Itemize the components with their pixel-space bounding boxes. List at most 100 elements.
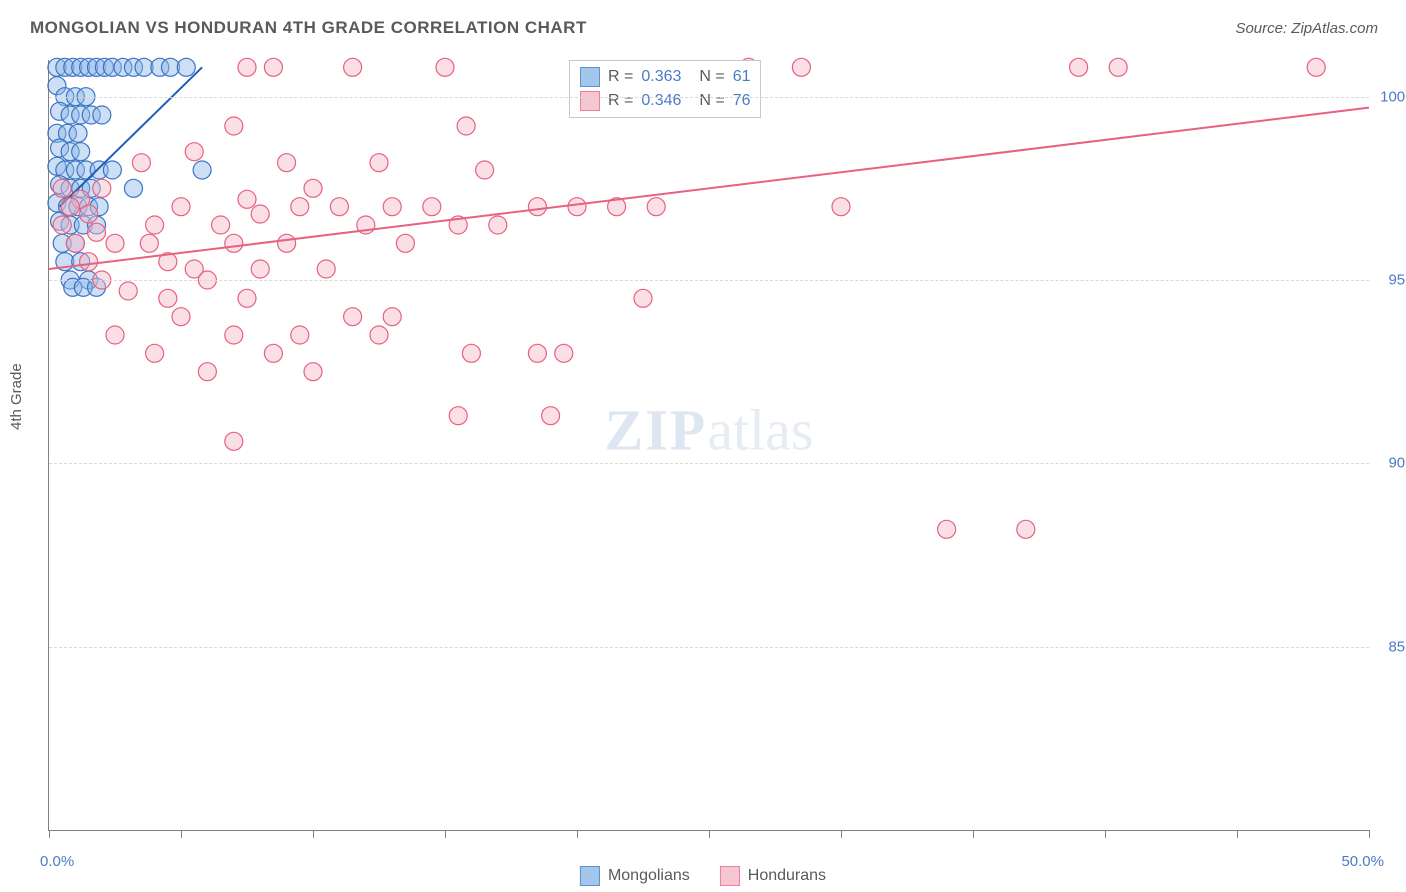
data-point [159,289,177,307]
trend-line [49,108,1369,269]
plot-area: R =0.363N =61R =0.346N =76 ZIPatlas 85.0… [48,60,1369,831]
data-point [251,205,269,223]
data-point [264,344,282,362]
legend-n-label: N = [699,68,724,86]
x-tick [181,830,182,838]
x-axis-max-label: 50.0% [1341,853,1384,870]
gridline [49,280,1369,281]
y-tick-label: 85.0% [1376,638,1406,655]
legend-swatch [580,67,600,87]
y-tick-label: 90.0% [1376,455,1406,472]
gridline [49,463,1369,464]
data-point [383,308,401,326]
data-point [542,407,560,425]
data-point [489,216,507,234]
data-point [396,234,414,252]
data-point [53,179,71,197]
legend-n-label: N = [699,92,724,110]
x-tick [49,830,50,838]
data-point [88,223,106,241]
stats-legend: R =0.363N =61R =0.346N =76 [569,60,761,118]
legend-swatch [580,866,600,886]
data-point [251,260,269,278]
data-point [93,179,111,197]
legend-r-label: R = [608,92,633,110]
data-point [177,58,195,76]
x-tick [1237,830,1238,838]
x-tick [841,830,842,838]
x-tick [577,830,578,838]
legend-row: R = 0.346 N = 76 [580,89,750,113]
data-point [344,58,362,76]
data-point [304,363,322,381]
data-point [634,289,652,307]
data-point [1109,58,1127,76]
legend-n-value: 61 [733,68,751,86]
data-point [66,234,84,252]
data-point [264,58,282,76]
bottom-legend: Mongolians Hondurans [580,866,826,886]
bottom-legend-item: Hondurans [720,866,826,886]
data-point [72,143,90,161]
data-point [61,198,79,216]
data-point [528,198,546,216]
x-tick [1105,830,1106,838]
gridline [49,647,1369,648]
data-point [140,234,158,252]
legend-swatch [720,866,740,886]
data-point [80,205,98,223]
data-point [93,106,111,124]
data-point [278,234,296,252]
chart-title: MONGOLIAN VS HONDURAN 4TH GRADE CORRELAT… [30,18,587,38]
y-tick-label: 100.0% [1376,88,1406,105]
data-point [291,326,309,344]
x-tick [973,830,974,838]
x-tick [709,830,710,838]
data-point [1017,520,1035,538]
legend-r-value: 0.346 [641,92,691,110]
x-tick [1369,830,1370,838]
data-point [225,117,243,135]
data-point [146,216,164,234]
legend-series-label: Mongolians [608,867,690,885]
data-point [344,308,362,326]
data-point [212,216,230,234]
data-point [476,161,494,179]
y-axis-label: 4th Grade [8,363,25,430]
data-point [1307,58,1325,76]
gridline [49,97,1369,98]
data-point [832,198,850,216]
legend-row: R =0.363N =61 [580,65,750,89]
legend-n-value: 76 [733,92,751,110]
data-point [193,161,211,179]
data-point [462,344,480,362]
data-point [172,198,190,216]
data-point [1070,58,1088,76]
data-point [457,117,475,135]
data-point [278,154,296,172]
data-point [330,198,348,216]
data-point [185,143,203,161]
data-point [304,179,322,197]
data-point [198,363,216,381]
data-point [528,344,546,362]
data-point [80,253,98,271]
data-point [124,179,142,197]
data-point [423,198,441,216]
data-point [238,289,256,307]
data-point [69,124,87,142]
data-point [568,198,586,216]
data-point [172,308,190,326]
data-point [938,520,956,538]
data-point [383,198,401,216]
data-point [103,161,121,179]
data-point [436,58,454,76]
data-point [370,154,388,172]
data-point [647,198,665,216]
data-point [146,344,164,362]
x-tick [445,830,446,838]
legend-series-label: Hondurans [748,867,826,885]
data-point [106,234,124,252]
data-point [792,58,810,76]
legend-swatch [580,91,600,111]
